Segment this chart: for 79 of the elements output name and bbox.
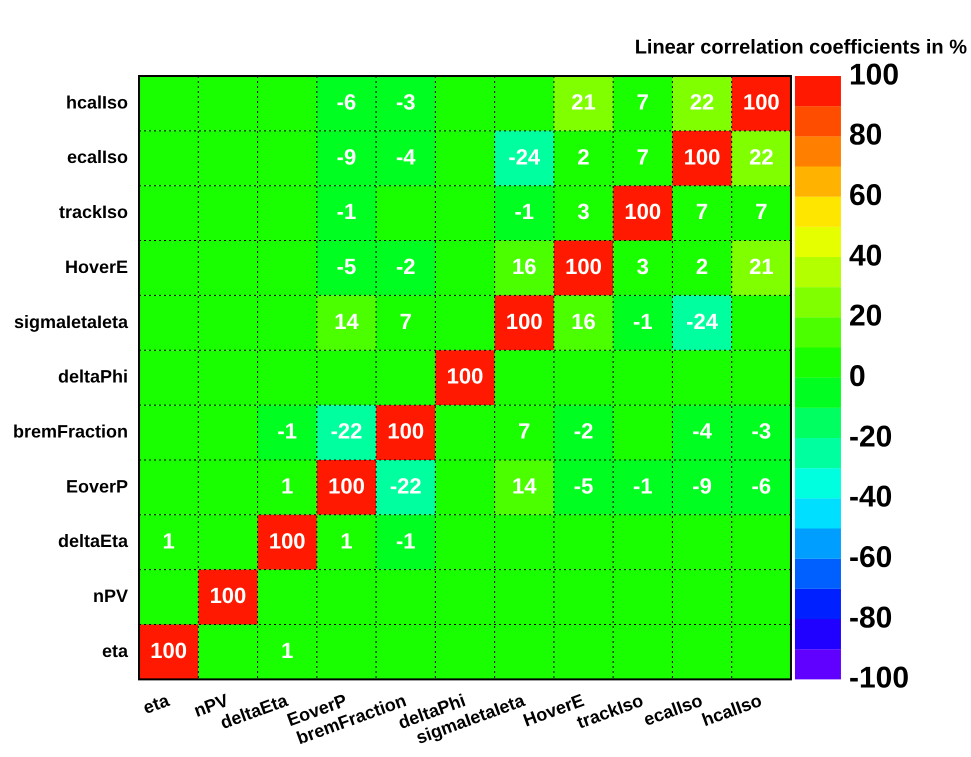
data-label: 100: [210, 583, 246, 608]
data-label: 1: [162, 528, 175, 554]
data-label: 14: [334, 308, 360, 334]
data-label: -1: [514, 199, 534, 224]
data-label: 100: [565, 254, 602, 280]
data-label: 100: [506, 308, 543, 334]
color-bar-label: -100: [848, 662, 910, 695]
data-label: -1: [396, 528, 416, 554]
data-label: 16: [571, 308, 596, 334]
data-label: 100: [742, 89, 780, 114]
data-label: 3: [636, 254, 649, 280]
data-label: 21: [571, 89, 596, 114]
y-tick-label: eta: [102, 640, 130, 661]
data-label: -5: [574, 473, 594, 498]
color-bar-label: 60: [848, 178, 882, 212]
data-label: 100: [684, 144, 720, 170]
data-label: -24: [508, 144, 541, 170]
data-label: 14: [512, 473, 538, 498]
y-tick-label: ecalIso: [66, 147, 128, 168]
data-label: 7: [636, 144, 649, 170]
y-tick-label: HoverE: [64, 256, 128, 277]
color-bar-label: -80: [848, 601, 892, 634]
data-label: -22: [390, 473, 422, 498]
data-label: 22: [749, 144, 774, 170]
color-bar-label: -20: [848, 420, 892, 454]
data-label: 1: [281, 473, 294, 498]
y-tick-label: EoverP: [66, 476, 128, 496]
data-label: -1: [633, 308, 653, 334]
data-label: 100: [446, 364, 484, 389]
data-label: 100: [328, 473, 365, 498]
data-label: 100: [150, 638, 188, 663]
data-label: 2: [577, 144, 590, 170]
data-label: -3: [752, 418, 772, 444]
data-label: -9: [336, 144, 356, 170]
data-label: -3: [396, 89, 416, 114]
data-label: 16: [512, 254, 536, 280]
data-label: 100: [268, 528, 306, 554]
data-label: -1: [633, 473, 653, 498]
data-label: 7: [518, 418, 530, 444]
x-tick-label: eta: [140, 690, 173, 718]
color-bar-label: 40: [848, 239, 882, 272]
color-bar-label: -40: [848, 480, 892, 514]
data-label: -5: [336, 254, 356, 280]
data-label: 3: [577, 199, 590, 224]
color-bar-label: 0: [848, 360, 866, 393]
data-label: -4: [692, 418, 713, 444]
color-bar-label: 80: [848, 118, 882, 152]
data-label: 1: [281, 638, 294, 663]
data-label: -6: [752, 473, 772, 498]
data-label: -6: [336, 89, 356, 114]
data-label: 2: [696, 254, 708, 280]
chart-title: Linear correlation coefficients in %: [634, 36, 968, 59]
data-label: 22: [690, 89, 714, 114]
data-label: -22: [330, 418, 362, 444]
data-label: 7: [636, 89, 649, 114]
color-bar-label: 20: [848, 300, 882, 333]
data-label: 7: [755, 199, 768, 224]
data-label: -1: [336, 199, 356, 224]
data-label: -24: [686, 308, 719, 334]
data-label: 21: [749, 254, 774, 280]
y-tick-label: hcalIso: [66, 92, 128, 112]
data-label: 100: [387, 418, 424, 444]
data-label: 7: [400, 308, 412, 334]
data-label: -1: [277, 418, 297, 444]
data-label: 100: [624, 199, 662, 224]
data-label: -4: [396, 144, 416, 170]
color-bar-label: -60: [848, 540, 892, 574]
y-tick-label: trackIso: [58, 202, 128, 222]
y-tick-label: bremFraction: [12, 422, 128, 442]
y-tick-label: sigmaIetaIeta: [14, 312, 130, 332]
data-label: 7: [696, 199, 708, 224]
y-tick-label: deltaPhi: [58, 366, 128, 387]
y-tick-label: deltaEta: [58, 531, 130, 552]
color-bar-label: 100: [848, 58, 900, 92]
data-label: -9: [692, 473, 712, 498]
data-label: -2: [574, 418, 594, 444]
data-label: -2: [396, 254, 416, 280]
y-tick-label: nPV: [93, 586, 128, 606]
data-label: 1: [340, 528, 353, 554]
